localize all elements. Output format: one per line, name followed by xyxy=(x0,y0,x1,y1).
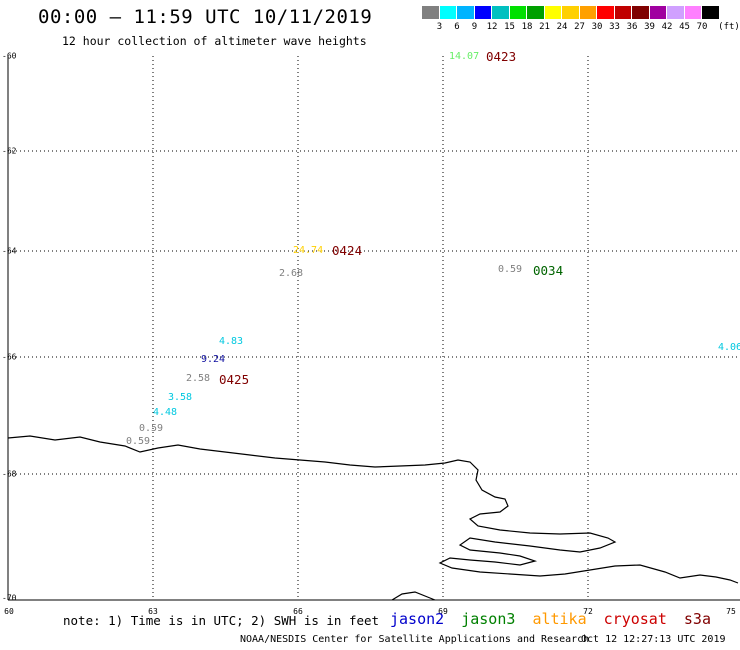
color-legend-label: 42 xyxy=(661,22,673,32)
wave-height-value: 24.74 xyxy=(293,245,324,256)
pass-time-label: 0423 xyxy=(486,49,517,64)
pass-time-label: 0424 xyxy=(332,243,363,258)
satellite-jason3: jason3 xyxy=(461,610,516,628)
credit-line: NOAA/NESDIS Center for Satellite Applica… xyxy=(240,634,590,645)
color-swatch xyxy=(684,6,702,19)
lat-label-64: -64 xyxy=(2,246,17,256)
color-legend-label: 33 xyxy=(609,22,620,32)
wave-height-value: 14.07 xyxy=(449,51,480,62)
color-legend-label: 6 xyxy=(454,22,460,32)
color-legend-label: (ft) xyxy=(718,22,740,32)
wave-height-value: 4.06 xyxy=(718,342,740,353)
color-swatch xyxy=(702,6,720,19)
color-swatch xyxy=(649,6,667,19)
color-legend-label: 45 xyxy=(679,22,690,32)
color-swatch xyxy=(422,6,440,19)
satellite-jason2: jason2 xyxy=(390,610,445,628)
color-swatch xyxy=(544,6,562,19)
color-swatch xyxy=(492,6,510,19)
color-legend-label: 9 xyxy=(471,22,478,32)
satellite-altika: altika xyxy=(532,610,587,628)
wave-height-value: 2.68 xyxy=(279,268,304,279)
coastline-segment xyxy=(391,591,436,601)
color-swatch xyxy=(509,6,527,19)
lon-label-66: 66 xyxy=(293,607,303,616)
color-swatch xyxy=(579,6,597,19)
color-legend-label: 21 xyxy=(539,22,550,32)
color-swatch xyxy=(457,6,475,19)
color-legend-label: 24 xyxy=(556,22,568,32)
wave-height-value: 4.83 xyxy=(219,336,244,347)
color-legend-label: 12 xyxy=(486,22,498,32)
color-legend-label: 15 xyxy=(504,22,515,32)
lat-label-60: -60 xyxy=(2,51,17,61)
wave-height-value: 2.58 xyxy=(186,373,211,384)
lon-label-60: 60 xyxy=(4,607,14,616)
pass-time-label: 0034 xyxy=(533,263,564,278)
wave-height-value: 4.48 xyxy=(153,407,178,418)
lon-label-75: 75 xyxy=(726,607,736,616)
wave-height-value: 9.24 xyxy=(201,354,226,365)
lon-label-69: 69 xyxy=(438,607,448,616)
color-swatch xyxy=(667,6,685,19)
color-legend-label: 27 xyxy=(574,22,585,32)
color-swatch xyxy=(474,6,492,19)
footer-note: note: 1) Time is in UTC; 2) SWH is in fe… xyxy=(63,613,380,628)
color-legend-label: 70 xyxy=(696,22,708,32)
color-legend-label: 39 xyxy=(644,22,655,32)
generated-timestamp: Oct 12 12:27:13 UTC 2019 xyxy=(581,634,726,645)
color-legend-label: 3 xyxy=(436,22,443,32)
satellite-s3a: s3a xyxy=(683,610,711,628)
pass-time-label: 0425 xyxy=(219,372,250,387)
coastline xyxy=(7,435,739,584)
color-legend-label: 36 xyxy=(626,22,638,32)
color-legend-label: 18 xyxy=(521,22,533,32)
graticule xyxy=(8,56,740,600)
wave-height-value: 0.59 xyxy=(139,423,164,434)
color-swatch xyxy=(439,6,457,19)
satellite-legend: jason2 jason3 altika cryosat s3a xyxy=(390,610,719,628)
page-subtitle: 12 hour collection of altimeter wave hei… xyxy=(62,34,367,48)
lat-label-70: -70 xyxy=(2,593,17,603)
color-swatch xyxy=(527,6,545,19)
color-legend xyxy=(422,6,720,19)
wave-height-value: 0.59 xyxy=(498,264,523,275)
satellite-cryosat: cryosat xyxy=(603,610,667,628)
color-legend-labels: 3 6 9 12 15 18 21 24 27 30 33 36 39 42 45 70 (ft) xyxy=(422,22,740,34)
lat-label-66: -66 xyxy=(2,352,17,362)
page-title: 00:00 – 11:59 UTC 10/11/2019 xyxy=(38,6,373,28)
map-frame xyxy=(7,56,740,601)
wave-height-value: 3.58 xyxy=(168,392,193,403)
color-legend-label: 30 xyxy=(591,22,603,32)
color-swatch xyxy=(632,6,650,19)
color-swatch xyxy=(562,6,580,19)
lat-label-62: -62 xyxy=(2,146,17,156)
color-swatch xyxy=(597,6,615,19)
lon-label-72: 72 xyxy=(583,607,593,616)
color-swatch xyxy=(614,6,632,19)
lon-label-63: 63 xyxy=(148,607,158,616)
wave-height-value: 0.59 xyxy=(126,436,151,447)
lat-label-68: -68 xyxy=(2,469,17,479)
